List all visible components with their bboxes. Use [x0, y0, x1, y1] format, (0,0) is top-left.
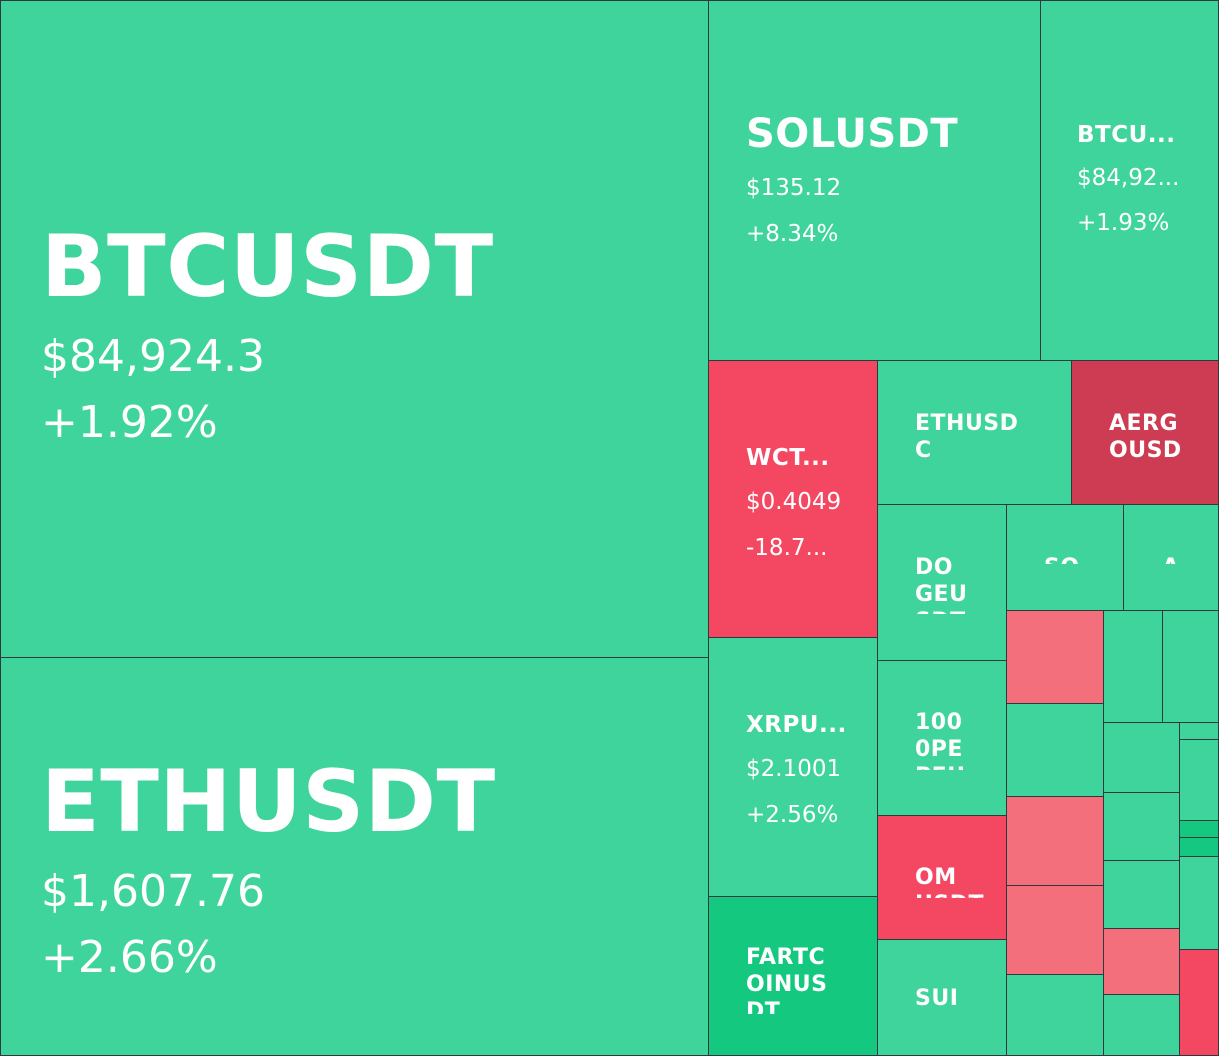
tile-sui-symbol: SUI [915, 986, 959, 1011]
tile-btcusdt-change: +1.92% [41, 397, 218, 448]
tile-fartcoinusdt-symbol: FARTC OINUS DT [746, 945, 828, 1014]
tile-small[interactable] [1179, 856, 1219, 950]
tile-small[interactable] [1006, 796, 1104, 886]
tile-ethusdc[interactable]: ETHUSD C [877, 360, 1072, 505]
tile-small[interactable] [1103, 722, 1180, 793]
tile-ethusdt-price: $1,607.76 [41, 866, 265, 917]
tile-aergousd[interactable]: AERG OUSD [1071, 360, 1219, 505]
tile-small[interactable] [1006, 974, 1104, 1056]
tile-solusdt-change: +8.34% [746, 221, 839, 247]
tile-fartcoinusdt[interactable]: FARTC OINUS DT [708, 896, 878, 1056]
tile-small[interactable] [1103, 610, 1163, 723]
tile-small[interactable] [1006, 610, 1104, 704]
tile-so-symbol: SO [1044, 554, 1080, 564]
tile-btcusdt-price: $84,924.3 [41, 331, 265, 382]
tile-1000pepe[interactable]: 100 0PE PEU [877, 660, 1007, 816]
tile-solusdt-price: $135.12 [746, 175, 842, 201]
tile-aergousd-symbol: AERG OUSD [1109, 411, 1182, 463]
tile-a-symbol: A [1162, 554, 1180, 564]
tile-small[interactable] [1103, 928, 1180, 995]
tile-small[interactable] [1006, 885, 1104, 975]
tile-btcusdt-symbol: BTCUSDT [41, 217, 494, 317]
tile-small[interactable] [1103, 860, 1180, 929]
tile-wct-change: -18.7... [746, 535, 828, 561]
tile-wct[interactable]: WCT... $0.4049 -18.7... [708, 360, 878, 638]
tile-omusdt[interactable]: OM USDT [877, 815, 1007, 940]
tile-dogeusdt-symbol: DO GEU SDT [915, 555, 968, 614]
tile-a[interactable]: A [1123, 504, 1219, 611]
tile-small[interactable] [1179, 820, 1219, 838]
tile-small[interactable] [1179, 739, 1219, 821]
tile-dogeusdt[interactable]: DO GEU SDT [877, 504, 1007, 661]
tile-so[interactable]: SO [1006, 504, 1124, 611]
tile-wct-price: $0.4049 [746, 489, 842, 515]
tile-btcu-price: $84,92... [1077, 165, 1180, 191]
tile-btcu-symbol: BTCU... [1077, 122, 1176, 148]
tile-ethusdt-symbol: ETHUSDT [41, 752, 496, 852]
tile-xrpu-price: $2.1001 [746, 756, 842, 782]
tile-small[interactable] [1162, 610, 1219, 723]
tile-xrpu[interactable]: XRPU... $2.1001 +2.56% [708, 637, 878, 897]
tile-small[interactable] [1179, 949, 1219, 1056]
tile-btcu-change: +1.93% [1077, 210, 1170, 236]
tile-1000pepe-symbol: 100 0PE PEU [915, 710, 965, 770]
tile-small[interactable] [1006, 703, 1104, 797]
tile-ethusdt[interactable]: ETHUSDT $1,607.76 +2.66% [0, 657, 709, 1056]
tile-small[interactable] [1103, 994, 1180, 1056]
tile-small[interactable] [1179, 837, 1219, 857]
tile-wct-symbol: WCT... [746, 445, 830, 471]
tile-xrpu-change: +2.56% [746, 802, 839, 828]
tile-small[interactable] [1179, 722, 1219, 740]
tile-small[interactable] [1103, 792, 1180, 861]
tile-solusdt[interactable]: SOLUSDT $135.12 +8.34% [708, 0, 1041, 361]
tile-omusdt-symbol: OM USDT [915, 865, 983, 898]
tile-ethusdt-change: +2.66% [41, 932, 218, 983]
tile-btcu[interactable]: BTCU... $84,92... +1.93% [1040, 0, 1219, 361]
tile-ethusdc-symbol: ETHUSD C [915, 411, 1019, 463]
tile-xrpu-symbol: XRPU... [746, 712, 847, 738]
tile-solusdt-symbol: SOLUSDT [746, 111, 959, 157]
tile-sui[interactable]: SUI [877, 939, 1007, 1056]
tile-btcusdt[interactable]: BTCUSDT $84,924.3 +1.92% [0, 0, 709, 658]
